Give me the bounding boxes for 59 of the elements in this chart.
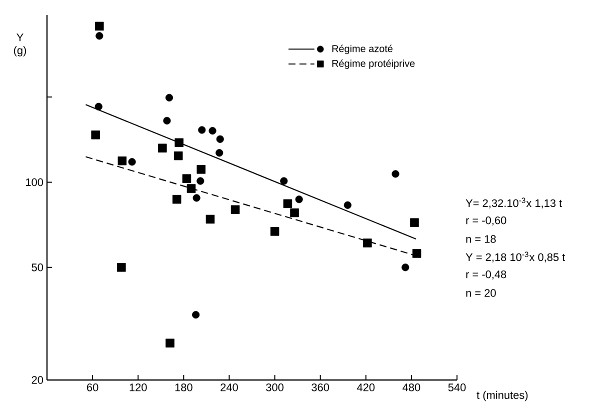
text: n = 18: [466, 235, 496, 243]
point: [198, 126, 206, 134]
x-tick-label: 360: [312, 384, 330, 392]
point: [280, 177, 288, 185]
point: [410, 218, 419, 227]
point: [174, 138, 184, 148]
point: [216, 149, 224, 157]
point: [290, 208, 299, 218]
point: [344, 201, 352, 209]
point: [192, 194, 200, 202]
point: [208, 126, 216, 135]
point: [412, 249, 422, 258]
y-tick-label: 100: [26, 178, 44, 186]
point: [117, 263, 126, 272]
y-tick-label: 20: [32, 376, 44, 384]
point: [172, 194, 182, 204]
text: Y= 2,32.10$^{-3}$x 1,13 t: [466, 198, 562, 208]
y-axis-title: Y (g): [14, 34, 26, 56]
point: [196, 165, 206, 174]
x-tick-label: 480: [402, 384, 420, 392]
point: [118, 156, 127, 166]
point: [91, 130, 100, 140]
x-tick-label: 540: [448, 384, 466, 392]
point: [283, 199, 292, 208]
point: [230, 205, 240, 214]
point: [392, 170, 400, 178]
point: [402, 264, 410, 272]
point: [166, 338, 174, 348]
point: [128, 158, 136, 166]
point: [96, 32, 104, 40]
text: Y = 2,18 10$^{-3}$x 0,85 t: [466, 252, 566, 262]
point: [363, 238, 372, 248]
point: [270, 227, 280, 236]
x-tick-label: 240: [220, 384, 238, 392]
point: [206, 214, 215, 224]
point: [95, 22, 104, 31]
x-tick-label: 60: [87, 384, 98, 392]
point: [158, 144, 167, 152]
point: [295, 196, 303, 204]
text: r = -0,48: [466, 270, 506, 280]
point: [94, 102, 102, 110]
point: [216, 135, 224, 143]
x-tick-label: 300: [266, 384, 284, 392]
point: [192, 311, 200, 319]
x-tick-label: 420: [357, 384, 375, 392]
point: [165, 94, 174, 102]
point: [163, 116, 171, 124]
y-tick-label: 50: [32, 264, 44, 272]
text: n = 20: [466, 289, 496, 297]
legend-label: Régime azoté: [332, 44, 393, 54]
x-tick-label: 180: [175, 384, 192, 392]
legend-label: Régime protéiprive: [332, 60, 415, 69]
point: [186, 184, 196, 193]
point: [196, 177, 204, 185]
text: r = -0,60: [466, 216, 506, 226]
x-axis-title: t (minutes): [476, 390, 528, 402]
point: [182, 174, 192, 183]
x-tick-label: 120: [130, 384, 147, 392]
point: [174, 151, 183, 160]
